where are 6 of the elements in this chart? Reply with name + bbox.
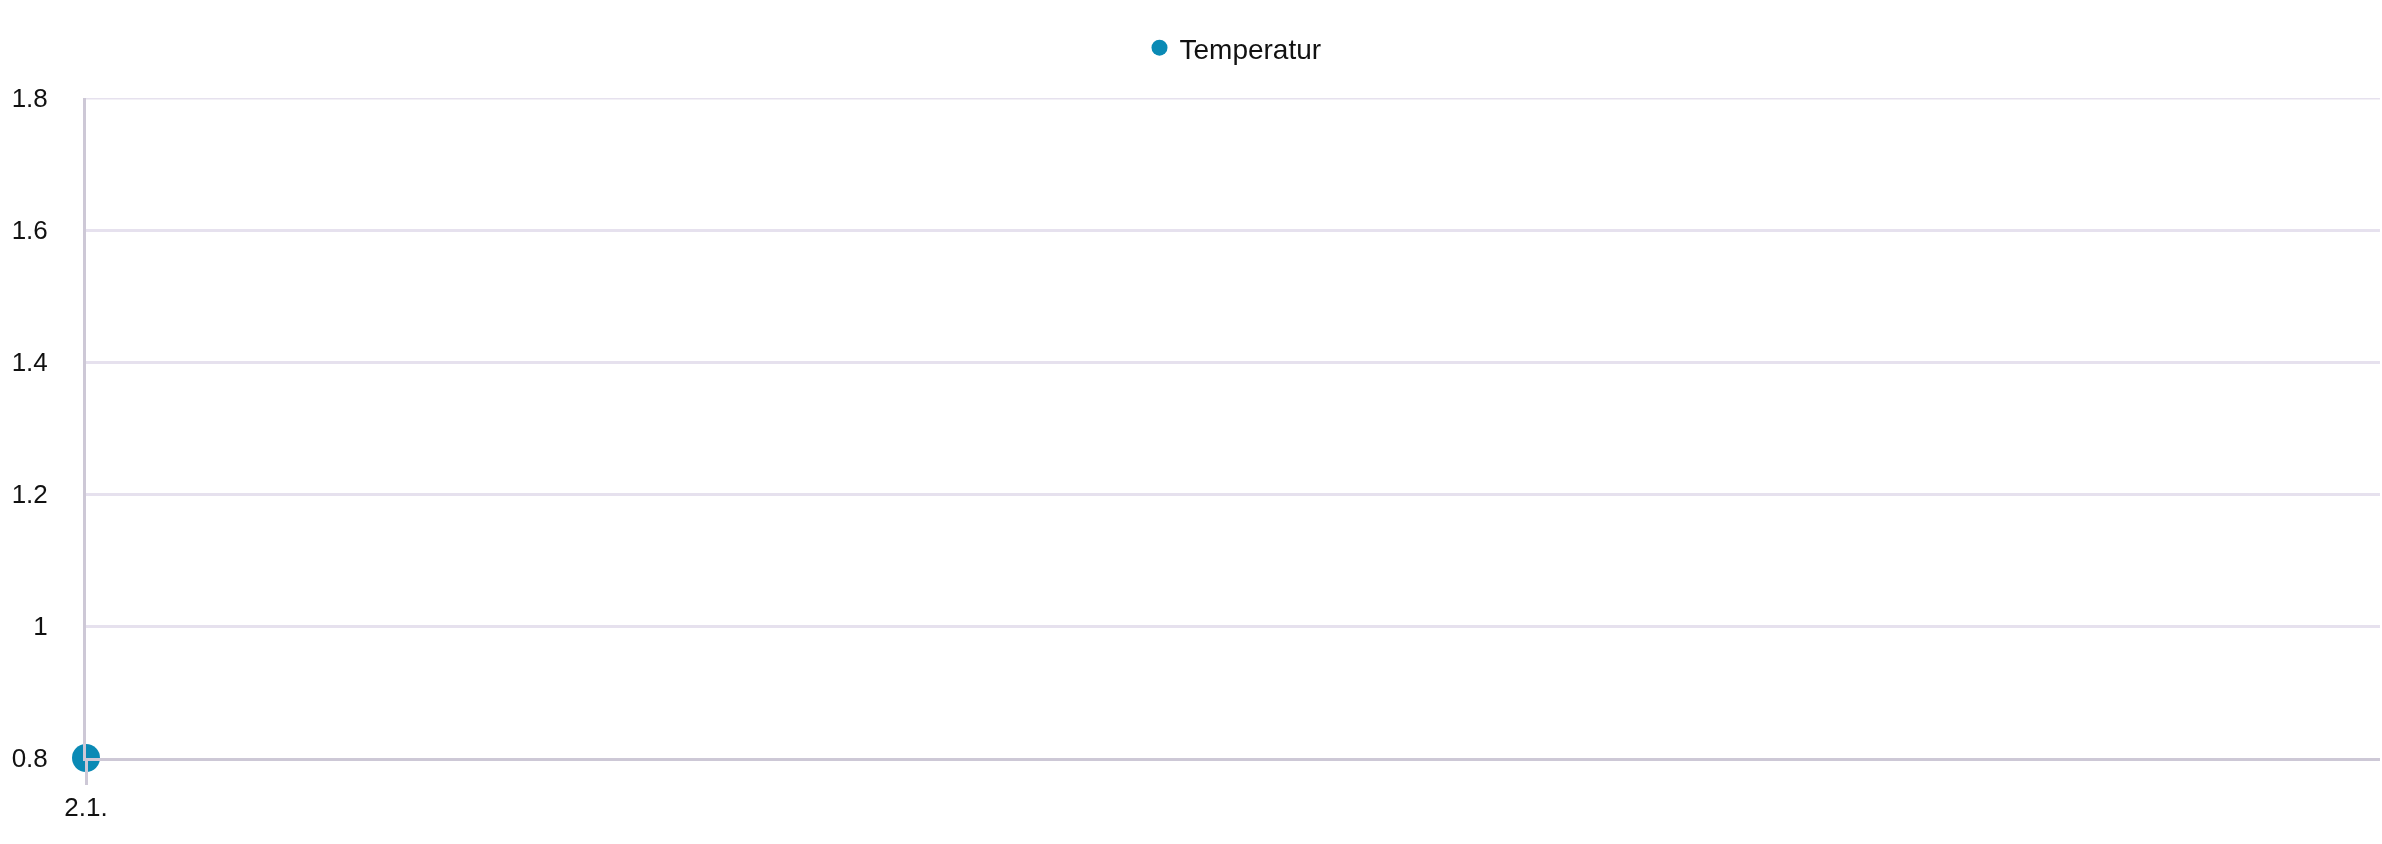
y-tick-label: 1.2 <box>11 479 48 510</box>
y-tick-label: 1.8 <box>11 83 48 114</box>
y-tick-label: 1 <box>33 611 48 642</box>
y-tick-label: 1.4 <box>11 347 48 378</box>
y-tick-label: 1.6 <box>11 215 48 246</box>
y-tick-label: 0.8 <box>11 743 48 774</box>
